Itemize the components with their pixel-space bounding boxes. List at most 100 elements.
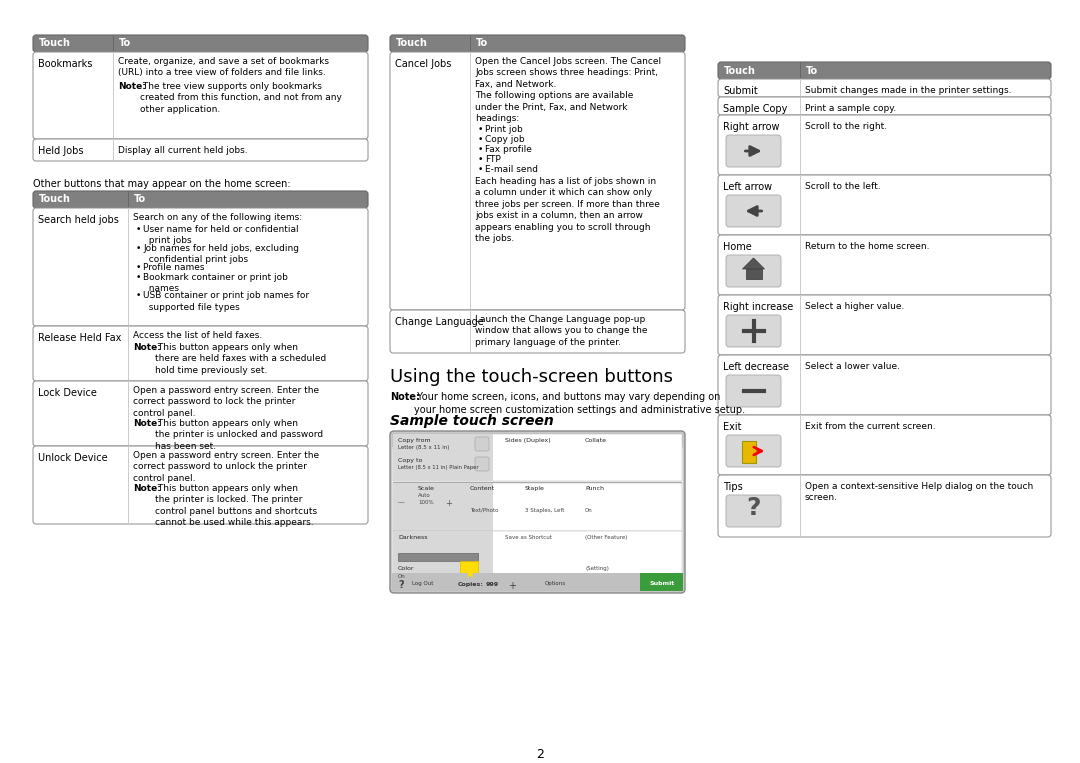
Text: Copies:: Copies:	[458, 582, 484, 587]
Text: To: To	[119, 38, 131, 49]
Text: 100%: 100%	[418, 500, 434, 505]
Text: •: •	[136, 225, 141, 234]
Text: Text/Photo: Text/Photo	[470, 508, 499, 513]
Text: USB container or print job names for
  supported file types: USB container or print job names for sup…	[143, 291, 309, 311]
Text: Release Held Fax: Release Held Fax	[38, 333, 121, 343]
Text: Job names for held jobs, excluding
  confidential print jobs: Job names for held jobs, excluding confi…	[143, 244, 299, 264]
FancyBboxPatch shape	[726, 135, 781, 167]
Text: Save as Shortcut: Save as Shortcut	[505, 535, 552, 540]
Text: Right increase: Right increase	[723, 302, 793, 312]
Text: Touch: Touch	[396, 38, 428, 49]
Text: Copy from: Copy from	[399, 438, 431, 443]
FancyBboxPatch shape	[475, 457, 489, 471]
Text: Return to the home screen.: Return to the home screen.	[805, 242, 930, 251]
Text: Using the touch-screen buttons: Using the touch-screen buttons	[390, 368, 673, 386]
FancyBboxPatch shape	[718, 97, 1051, 115]
Text: To: To	[134, 195, 146, 204]
Text: Options: Options	[545, 581, 566, 586]
FancyBboxPatch shape	[33, 381, 368, 446]
Bar	[399, 553, 478, 561]
Bar	[393, 531, 492, 575]
Text: Exit: Exit	[723, 422, 742, 432]
Text: •: •	[478, 155, 484, 164]
FancyBboxPatch shape	[718, 175, 1051, 235]
Bar	[742, 441, 756, 463]
Text: Submit: Submit	[723, 86, 758, 96]
Text: Create, organize, and save a set of bookmarks
(URL) into a tree view of folders : Create, organize, and save a set of book…	[118, 57, 329, 78]
Text: Print a sample copy.: Print a sample copy.	[805, 104, 896, 113]
Text: +: +	[508, 581, 516, 591]
Text: Bookmark container or print job
  names: Bookmark container or print job names	[143, 272, 288, 292]
Text: Cancel Jobs: Cancel Jobs	[395, 59, 451, 69]
Text: +: +	[445, 499, 451, 508]
Text: Sample touch screen: Sample touch screen	[390, 414, 554, 428]
FancyBboxPatch shape	[726, 495, 781, 527]
Text: Open the Cancel Jobs screen. The Cancel
Jobs screen shows three headings: Print,: Open the Cancel Jobs screen. The Cancel …	[475, 57, 661, 124]
Bar	[640, 573, 683, 591]
Text: This button appears only when
there are held faxes with a scheduled
hold time pr: This button appears only when there are …	[156, 343, 326, 375]
Text: 3 Staples, Left: 3 Staples, Left	[525, 508, 565, 513]
Bar	[393, 449, 492, 591]
FancyBboxPatch shape	[390, 52, 685, 310]
Text: Lock Device: Lock Device	[38, 388, 97, 398]
Text: ★: ★	[462, 567, 475, 581]
FancyBboxPatch shape	[475, 437, 489, 451]
Text: Print job: Print job	[485, 125, 523, 134]
FancyBboxPatch shape	[726, 195, 781, 227]
Text: Held Jobs: Held Jobs	[38, 146, 83, 156]
Text: FTP: FTP	[485, 155, 501, 164]
FancyBboxPatch shape	[718, 295, 1051, 355]
FancyBboxPatch shape	[718, 62, 1051, 79]
Text: Copy to: Copy to	[399, 458, 422, 463]
Text: •: •	[136, 272, 141, 282]
Bar	[392, 447, 683, 591]
Text: Auto: Auto	[418, 493, 431, 498]
Text: Content: Content	[470, 486, 495, 491]
Text: Sample Copy: Sample Copy	[723, 104, 787, 114]
Text: Touch: Touch	[39, 195, 71, 204]
Bar	[460, 561, 478, 579]
Text: Scroll to the left.: Scroll to the left.	[805, 182, 880, 191]
FancyBboxPatch shape	[726, 375, 781, 407]
Text: To: To	[806, 66, 819, 76]
Text: Note:: Note:	[133, 484, 161, 493]
Text: Profile names: Profile names	[143, 263, 204, 272]
Text: Scale: Scale	[418, 486, 435, 491]
Text: On: On	[399, 574, 406, 579]
Text: Submit: Submit	[649, 581, 675, 586]
FancyBboxPatch shape	[726, 255, 781, 287]
Text: Fax profile: Fax profile	[485, 145, 531, 154]
Text: 999: 999	[486, 582, 499, 587]
Text: Note:: Note:	[133, 343, 161, 352]
FancyBboxPatch shape	[718, 475, 1051, 537]
Text: Submit changes made in the printer settings.: Submit changes made in the printer setti…	[805, 86, 1012, 95]
Text: —: —	[399, 499, 405, 505]
FancyBboxPatch shape	[390, 35, 685, 52]
Text: Search on any of the following items:: Search on any of the following items:	[133, 213, 302, 222]
Text: To: To	[476, 38, 488, 49]
Text: Darkness: Darkness	[399, 535, 428, 540]
Text: Punch: Punch	[585, 486, 604, 491]
FancyBboxPatch shape	[33, 191, 368, 208]
Bar	[392, 573, 683, 591]
Text: Note:: Note:	[118, 82, 146, 91]
Text: Letter (8.5 x 11 in) Plain Paper: Letter (8.5 x 11 in) Plain Paper	[399, 465, 478, 470]
Text: Other buttons that may appear on the home screen:: Other buttons that may appear on the hom…	[33, 179, 291, 189]
Text: Left decrease: Left decrease	[723, 362, 789, 372]
Bar	[393, 531, 681, 575]
Text: •: •	[478, 125, 484, 134]
Text: (Other Feature): (Other Feature)	[585, 535, 627, 540]
FancyBboxPatch shape	[33, 139, 368, 161]
Text: Search held jobs: Search held jobs	[38, 215, 119, 225]
Text: Scroll to the right.: Scroll to the right.	[805, 122, 887, 131]
Text: •: •	[478, 135, 484, 144]
FancyBboxPatch shape	[33, 446, 368, 524]
Bar	[745, 269, 761, 279]
Text: Open a password entry screen. Enter the
correct password to unlock the printer
c: Open a password entry screen. Enter the …	[133, 451, 319, 483]
Text: Note:: Note:	[133, 419, 161, 428]
Text: Color: Color	[399, 566, 415, 571]
Text: Tips: Tips	[723, 482, 743, 492]
Text: ?: ?	[399, 580, 404, 590]
Bar	[393, 434, 492, 481]
Text: Access the list of held faxes.: Access the list of held faxes.	[133, 331, 262, 340]
